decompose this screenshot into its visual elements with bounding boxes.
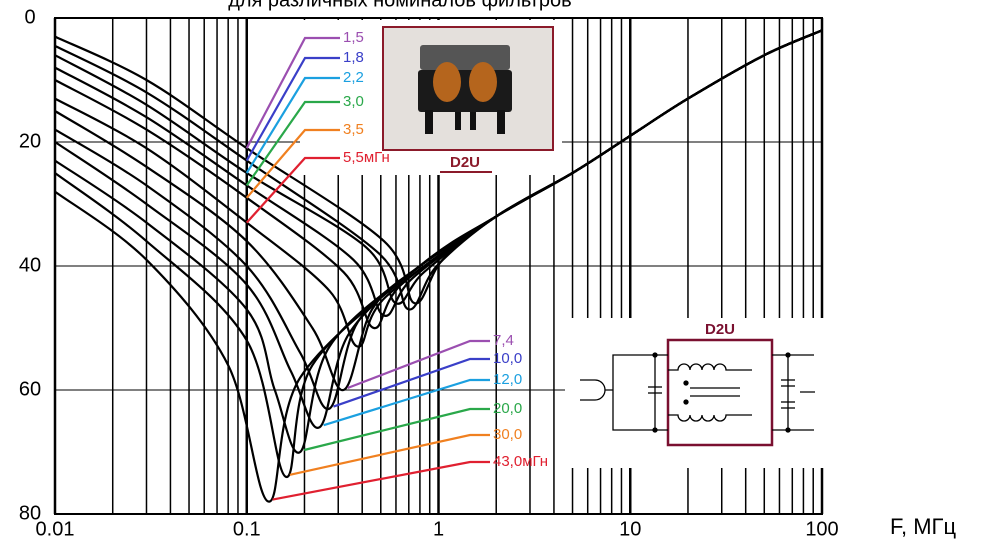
legend-label: 2,2 — [343, 69, 364, 86]
x-tick-label: 1 — [433, 518, 444, 540]
callout-line — [347, 339, 490, 390]
callout-line — [303, 407, 490, 452]
x-tick-label: 0.1 — [233, 518, 261, 540]
legend-label: 1,8 — [343, 49, 364, 66]
schematic-label: D2U — [705, 321, 735, 338]
legend-label: 20,0 — [493, 400, 522, 417]
callout-line — [245, 76, 340, 174]
schematic-inset: D2U — [565, 318, 826, 468]
y-tick-label: 40 — [19, 254, 41, 276]
callout-line — [323, 378, 490, 427]
callout-line — [245, 100, 340, 187]
callout-line — [245, 128, 340, 199]
curve — [54, 29, 823, 503]
y-tick-label: 20 — [19, 130, 41, 152]
x-tick-label: 10 — [619, 518, 641, 540]
x-axis-label: F, МГц — [890, 514, 956, 539]
legend-label: 43,0мГн — [493, 453, 548, 470]
photo-inset: D2U — [300, 20, 562, 175]
callout-line — [333, 357, 490, 408]
callout-line — [245, 36, 340, 149]
legend-label: 30,0 — [493, 426, 522, 443]
y-tick-label: 80 — [19, 502, 41, 524]
legend-label: 5,5мГн — [343, 149, 390, 166]
x-tick-label: 100 — [805, 518, 838, 540]
photo-label: D2U — [450, 154, 480, 171]
chart-title: для различных номиналов фильтров — [228, 0, 572, 11]
y-tick-label: 0 — [24, 6, 35, 28]
legend-label: 7,4 — [493, 332, 514, 349]
legend-label: 10,0 — [493, 350, 522, 367]
legend-label: 1,5 — [343, 29, 364, 46]
y-tick-label: 60 — [19, 378, 41, 400]
callout-line — [245, 156, 340, 224]
plot-frame — [54, 17, 823, 515]
callout-line — [289, 433, 490, 476]
legend-label: 12,0 — [493, 371, 522, 388]
legend-label: 3,5 — [343, 121, 364, 138]
callout-line — [272, 460, 490, 501]
callout-line — [245, 56, 340, 162]
legend-label: 3,0 — [343, 93, 364, 110]
x-tick-label: 0.01 — [36, 518, 75, 540]
